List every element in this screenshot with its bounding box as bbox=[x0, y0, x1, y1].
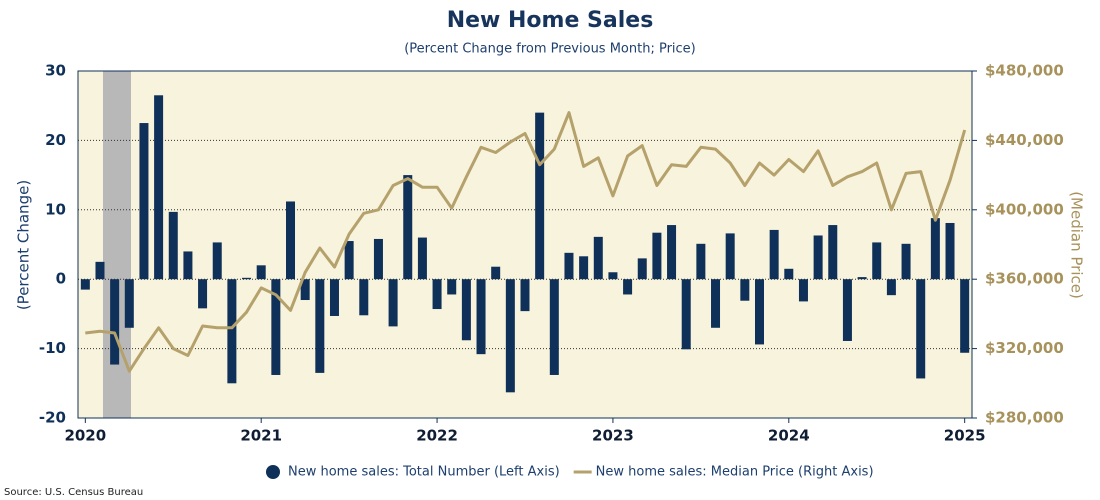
bar bbox=[139, 123, 149, 280]
bar bbox=[212, 242, 222, 280]
bar bbox=[168, 211, 178, 280]
bar bbox=[315, 279, 325, 373]
bar bbox=[373, 238, 383, 280]
bar bbox=[417, 237, 427, 280]
bar bbox=[754, 279, 764, 345]
bar bbox=[740, 279, 750, 301]
bar bbox=[461, 279, 471, 341]
bar bbox=[344, 241, 354, 280]
bar bbox=[681, 279, 691, 350]
plot-border bbox=[77, 70, 973, 419]
bar bbox=[769, 229, 779, 280]
bar bbox=[549, 279, 559, 375]
bar bbox=[945, 222, 955, 280]
bar bbox=[242, 277, 252, 280]
bar bbox=[593, 236, 603, 280]
bar bbox=[637, 258, 647, 280]
y-tick-label: 20 bbox=[45, 131, 66, 149]
bar bbox=[652, 232, 662, 280]
y2-axis-label: (Median Price) bbox=[1068, 191, 1086, 299]
bar bbox=[95, 261, 105, 280]
y-tick-label: -20 bbox=[39, 409, 66, 427]
source-note: Source: U.S. Census Bureau bbox=[4, 487, 143, 498]
bar bbox=[623, 279, 633, 295]
bar bbox=[476, 279, 486, 355]
bar bbox=[154, 95, 164, 280]
bar bbox=[667, 225, 677, 280]
y2-tick-label: $280,000 bbox=[985, 409, 1064, 427]
bar bbox=[930, 218, 940, 280]
bar bbox=[579, 256, 589, 280]
bar bbox=[183, 251, 193, 280]
bar bbox=[520, 279, 530, 312]
legend-label: New home sales: Median Price (Right Axis… bbox=[596, 465, 874, 480]
legend-label: New home sales: Total Number (Left Axis) bbox=[288, 465, 560, 480]
legend-marker bbox=[266, 465, 280, 479]
bar bbox=[388, 279, 398, 327]
bar bbox=[110, 279, 120, 365]
bar bbox=[535, 112, 545, 280]
y2-tick-label: $480,000 bbox=[985, 62, 1064, 80]
chart-title: New Home Sales bbox=[447, 8, 654, 33]
x-tick-label: 2021 bbox=[240, 427, 282, 445]
plot-area bbox=[78, 71, 972, 418]
chart-subtitle: (Percent Change from Previous Month; Pri… bbox=[404, 42, 696, 57]
bar bbox=[300, 279, 310, 301]
bar bbox=[857, 277, 867, 280]
bar bbox=[901, 243, 911, 280]
y-tick-label: -10 bbox=[39, 339, 66, 357]
bar bbox=[886, 279, 896, 296]
bar bbox=[696, 243, 706, 280]
bar bbox=[798, 279, 808, 302]
bar bbox=[227, 279, 237, 384]
bar bbox=[286, 201, 296, 280]
bar bbox=[916, 279, 926, 379]
y2-tick-label: $360,000 bbox=[985, 270, 1064, 288]
bar bbox=[359, 279, 369, 316]
bar bbox=[329, 279, 339, 316]
x-tick-label: 2025 bbox=[944, 427, 986, 445]
bar bbox=[447, 279, 457, 295]
y2-tick-label: $320,000 bbox=[985, 339, 1064, 357]
bar bbox=[403, 175, 413, 280]
bar bbox=[608, 272, 618, 280]
bar bbox=[842, 279, 852, 341]
x-tick-label: 2023 bbox=[592, 427, 634, 445]
bar bbox=[711, 279, 721, 328]
bar bbox=[505, 279, 515, 393]
y-axis-label: (Percent Change) bbox=[15, 180, 33, 310]
bar bbox=[872, 242, 882, 280]
x-tick-label: 2022 bbox=[416, 427, 458, 445]
bar bbox=[271, 279, 281, 375]
bar bbox=[784, 268, 794, 280]
bar bbox=[564, 252, 574, 280]
y-tick-label: 30 bbox=[45, 62, 66, 80]
y2-tick-label: $400,000 bbox=[985, 200, 1064, 218]
bar bbox=[960, 279, 970, 353]
bar bbox=[432, 279, 442, 310]
y-tick-label: 10 bbox=[45, 200, 66, 218]
x-tick-label: 2020 bbox=[64, 427, 106, 445]
bar bbox=[828, 225, 838, 280]
bar bbox=[124, 279, 134, 328]
bar bbox=[491, 266, 501, 280]
plot bbox=[78, 70, 972, 419]
bar bbox=[813, 235, 823, 280]
bar bbox=[256, 265, 266, 280]
y2-tick-label: $440,000 bbox=[985, 131, 1064, 149]
y-tick-label: 0 bbox=[56, 270, 66, 288]
bar bbox=[198, 279, 208, 309]
x-tick-label: 2024 bbox=[768, 427, 810, 445]
bar bbox=[80, 279, 90, 290]
price-line bbox=[85, 111, 967, 373]
bar bbox=[725, 233, 735, 280]
